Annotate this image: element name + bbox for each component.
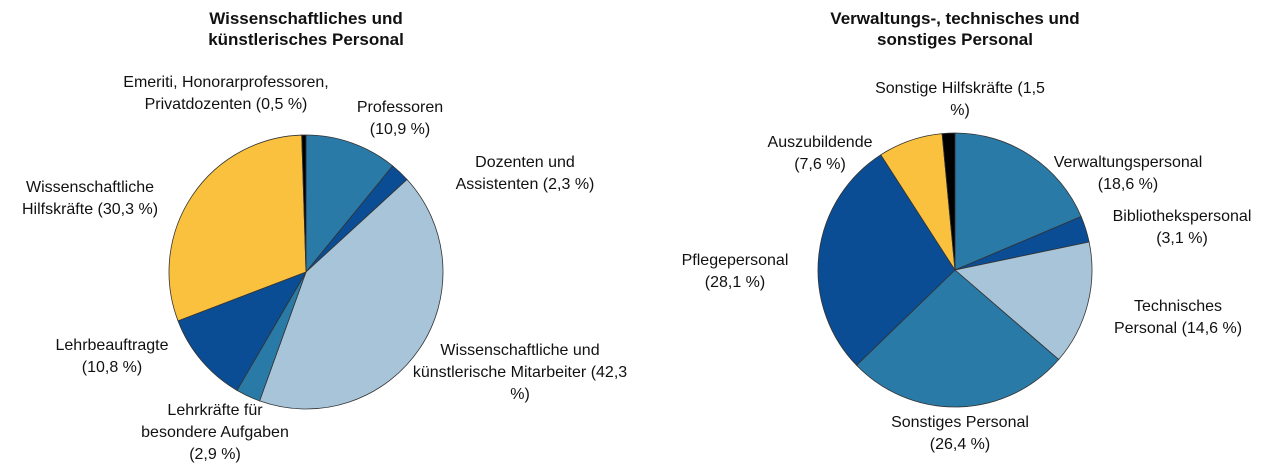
pie-slice <box>177 271 307 391</box>
slice-label: Lehrkräfte für besondere Aufgaben (2,9 %… <box>140 400 290 466</box>
slice-label: Dozenten und Assistenten (2,3 %) <box>450 152 600 196</box>
pie-slice <box>259 178 444 410</box>
slice-value: (0,5 %) <box>255 96 308 113</box>
slice-value: (42,3 %) <box>510 364 628 403</box>
chart-title: Verwaltungs-, technisches und sonstiges … <box>830 9 1080 49</box>
slice-value: (3,1 %) <box>1156 230 1208 247</box>
slice-value: (7,6 %) <box>794 156 846 173</box>
pie-slice <box>305 134 394 274</box>
chart-title: Wissenschaftliches und künstlerisches Pe… <box>208 9 404 49</box>
slice-value: (2,9 %) <box>189 446 241 463</box>
slice-label: Professoren (10,9 %) <box>345 97 455 141</box>
slice-name: Wissenschaftliche und künstlerische Mita… <box>412 342 600 381</box>
pie-slice <box>954 241 1093 361</box>
slice-value: (26,4 %) <box>929 436 991 453</box>
slice-value: (10,9 %) <box>369 121 431 138</box>
slice-label: Wissenschaftliche Hilfskräfte (30,3 %) <box>5 177 175 221</box>
slice-value: (2,3 %) <box>542 176 595 193</box>
pie-slice <box>168 134 307 322</box>
slice-name: Wissenschaftliche Hilfskräfte <box>21 179 155 218</box>
pie-slice <box>954 132 1082 271</box>
slice-name: Bibliothekspersonal <box>1112 208 1252 225</box>
slice-label: Sonstiges Personal (26,4 %) <box>875 412 1045 456</box>
slice-value: (28,1 %) <box>704 274 766 291</box>
slice-value: (18,6 %) <box>1097 176 1159 193</box>
slice-name: Verwaltungspersonal <box>1053 154 1203 171</box>
pie-slice <box>941 132 956 271</box>
slice-name: Sonstiges Personal <box>891 414 1029 431</box>
slice-value: (1,5 %) <box>950 80 1045 119</box>
slice-name: Dozenten und Assistenten <box>455 154 575 193</box>
slice-label: Auszubildende (7,6 %) <box>760 132 880 176</box>
slice-label: Sonstige Hilfskräfte (1,5 %) <box>870 78 1050 122</box>
pie-slice <box>817 154 956 366</box>
slice-value: (10,8 %) <box>81 359 143 376</box>
slice-label: Verwaltungspersonal (18,6 %) <box>1043 152 1213 196</box>
slice-name: Sonstige Hilfskräfte <box>875 80 1013 97</box>
slice-value: (14,6 %) <box>1181 320 1243 337</box>
slice-label: Technisches Personal (14,6 %) <box>1103 296 1253 340</box>
slice-label: Emeriti, Honorarprofessoren, Privatdozen… <box>91 72 361 116</box>
slice-name: Pflegepersonal <box>681 252 789 269</box>
pie-slice <box>855 269 1060 408</box>
slice-label: Bibliothekspersonal (3,1 %) <box>1097 206 1267 250</box>
slice-label: Lehrbeauftragte (10,8 %) <box>47 335 177 379</box>
slice-name: Emeriti, Honorarprofessoren, Privatdozen… <box>123 74 329 113</box>
slice-label: Pflegepersonal (28,1 %) <box>670 250 800 294</box>
slice-value: (30,3 %) <box>97 201 159 218</box>
slice-name: Auszubildende <box>767 134 873 151</box>
pie-slice <box>301 134 307 273</box>
slice-name: Professoren <box>356 99 444 116</box>
slice-label: Wissenschaftliche und künstlerische Mita… <box>413 340 628 406</box>
slice-name: Technisches Personal <box>1113 298 1223 337</box>
slice-name: Lehrbeauftragte <box>55 337 169 354</box>
slice-name: Lehrkräfte für besondere Aufgaben <box>141 402 289 441</box>
